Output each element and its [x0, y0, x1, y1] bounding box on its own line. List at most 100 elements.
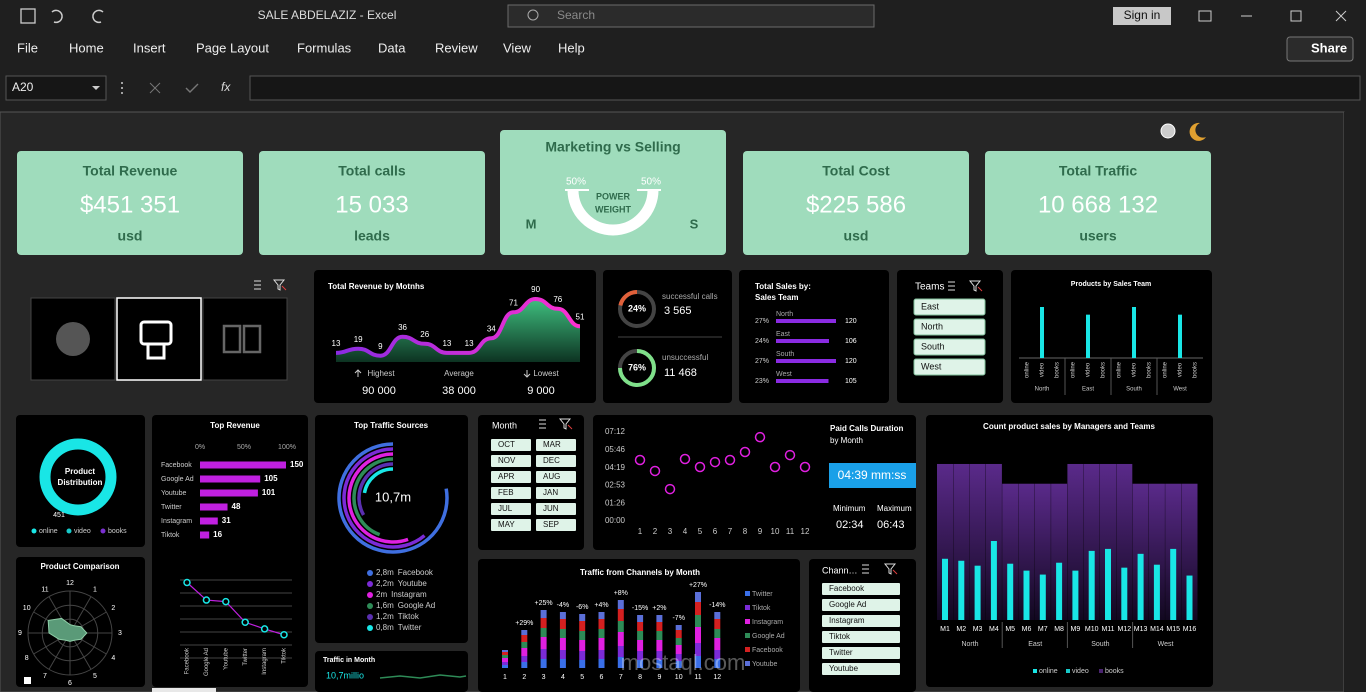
channel-segment: [675, 630, 682, 638]
share-button[interactable]: [1286, 36, 1354, 62]
channel-segment: [598, 659, 605, 668]
gauge-label: POWER: [596, 191, 631, 201]
data-label: 13: [465, 339, 474, 348]
save-icon[interactable]: [20, 8, 36, 24]
panel-title: Products by Sales Team: [1071, 281, 1151, 288]
slicer-item-label[interactable]: FEB: [498, 488, 514, 497]
team-value: 105: [845, 378, 857, 385]
slicer-item[interactable]: [822, 647, 900, 659]
slicer-item[interactable]: [536, 503, 576, 515]
spoke-label: 2: [111, 605, 115, 612]
cell-reference[interactable]: A20: [12, 80, 34, 94]
slicer-item[interactable]: [536, 519, 576, 531]
slicer-item-label[interactable]: JUL: [498, 504, 513, 513]
slicer-item[interactable]: [913, 298, 986, 316]
slicer-item[interactable]: [491, 487, 531, 499]
search-box[interactable]: [507, 4, 875, 28]
slicer-item-label[interactable]: Twitter: [829, 648, 853, 657]
menu-item[interactable]: Home: [69, 40, 104, 55]
slicer-item[interactable]: [536, 471, 576, 483]
legend-entry: 0,8m Twitter: [376, 623, 422, 632]
slicer-item-label[interactable]: MAY: [498, 520, 515, 529]
slicer-item-label[interactable]: OCT: [498, 440, 515, 449]
view-selector-tile[interactable]: [116, 297, 202, 381]
data-label: 90: [531, 285, 540, 294]
x-tick-label: 5: [580, 674, 584, 681]
slicer-item[interactable]: [822, 583, 900, 595]
slicer-item[interactable]: [822, 599, 900, 611]
share-label[interactable]: Share: [1311, 40, 1347, 55]
slicer-item-label[interactable]: East: [921, 301, 940, 311]
online-bar: [942, 558, 948, 620]
slicer-item-label[interactable]: JAN: [543, 488, 558, 497]
slicer-item-label[interactable]: MAR: [543, 440, 561, 449]
slicer-item-label[interactable]: NOV: [498, 456, 516, 465]
slicer-item-label[interactable]: Google Ad: [829, 600, 866, 609]
checkbox[interactable]: [24, 677, 31, 684]
x-tick-label: 8: [743, 527, 748, 536]
menu-item[interactable]: Formulas: [297, 40, 352, 55]
slicer-item[interactable]: [913, 338, 986, 356]
x-tick-label: 7: [728, 527, 733, 536]
slicer-item[interactable]: [491, 455, 531, 467]
slicer-item-label[interactable]: DEC: [543, 456, 560, 465]
slicer-item-label[interactable]: SEP: [543, 520, 559, 529]
x-tick-label: 10: [675, 674, 683, 681]
slicer-item-label[interactable]: JUN: [543, 504, 559, 513]
slicer-item[interactable]: [491, 471, 531, 483]
menu-item[interactable]: Data: [378, 40, 406, 55]
slicer-item[interactable]: [536, 439, 576, 451]
slicer-item-label[interactable]: APR: [498, 472, 515, 481]
menu-item[interactable]: Review: [435, 40, 478, 55]
sparkline: [379, 674, 467, 679]
menu-item[interactable]: Insert: [133, 40, 166, 55]
category-label: Google Ad: [204, 648, 210, 676]
channel-segment: [675, 638, 682, 645]
data-label: 31: [222, 516, 231, 525]
slicer-item-label[interactable]: West: [921, 361, 942, 371]
slicer-item-label[interactable]: Instagram: [829, 616, 865, 625]
online-bar: [1105, 548, 1111, 620]
y-tick-label: 02:53: [605, 480, 626, 489]
slicer-item[interactable]: [536, 487, 576, 499]
channel-segment: [714, 629, 721, 638]
menu-item[interactable]: View: [503, 40, 532, 55]
sheet-tab[interactable]: [152, 688, 216, 692]
slicer-item[interactable]: [491, 503, 531, 515]
sign-in-button[interactable]: [1113, 7, 1171, 25]
slicer-item[interactable]: [913, 318, 986, 336]
slicer-item[interactable]: [913, 358, 986, 376]
kpi-title: Total calls: [338, 163, 406, 179]
sign-in-label[interactable]: Sign in: [1124, 8, 1161, 22]
function-label[interactable]: fx: [221, 80, 231, 94]
slicer-item[interactable]: [822, 615, 900, 627]
slicer-item-label[interactable]: Tiktok: [829, 632, 851, 641]
books-bar: [1034, 483, 1051, 620]
slicer-item-label[interactable]: South: [921, 341, 945, 351]
slicer-item[interactable]: [536, 455, 576, 467]
team-name: South: [776, 351, 794, 358]
slicer-item[interactable]: [822, 663, 900, 675]
slicer-item-label[interactable]: Youtube: [829, 664, 859, 673]
slicer-item[interactable]: [491, 439, 531, 451]
formula-input[interactable]: [249, 75, 1361, 101]
slicer-item-label[interactable]: AUG: [543, 472, 560, 481]
menu-item[interactable]: Page Layout: [196, 40, 269, 55]
y-tick-label: 05:46: [605, 445, 626, 454]
name-box[interactable]: [5, 75, 107, 101]
kpi-value: $451 351: [80, 191, 180, 218]
books-bar: [953, 463, 970, 620]
books-bar: [1116, 463, 1133, 620]
slicer-item-label[interactable]: North: [921, 321, 943, 331]
channel-segment: [598, 650, 605, 659]
panel-title: Paid Calls Duration: [830, 424, 903, 433]
menu-item[interactable]: Help: [558, 40, 585, 55]
slicer-item[interactable]: [491, 519, 531, 531]
slicer-item[interactable]: [822, 631, 900, 643]
down-arrow: [523, 370, 531, 378]
slicer-item-label[interactable]: Facebook: [829, 584, 865, 593]
menu-item[interactable]: File: [17, 40, 38, 55]
books-bar: [969, 463, 986, 620]
kpi-title: Total Cost: [822, 163, 890, 179]
x-tick-label: M7: [1038, 626, 1048, 633]
